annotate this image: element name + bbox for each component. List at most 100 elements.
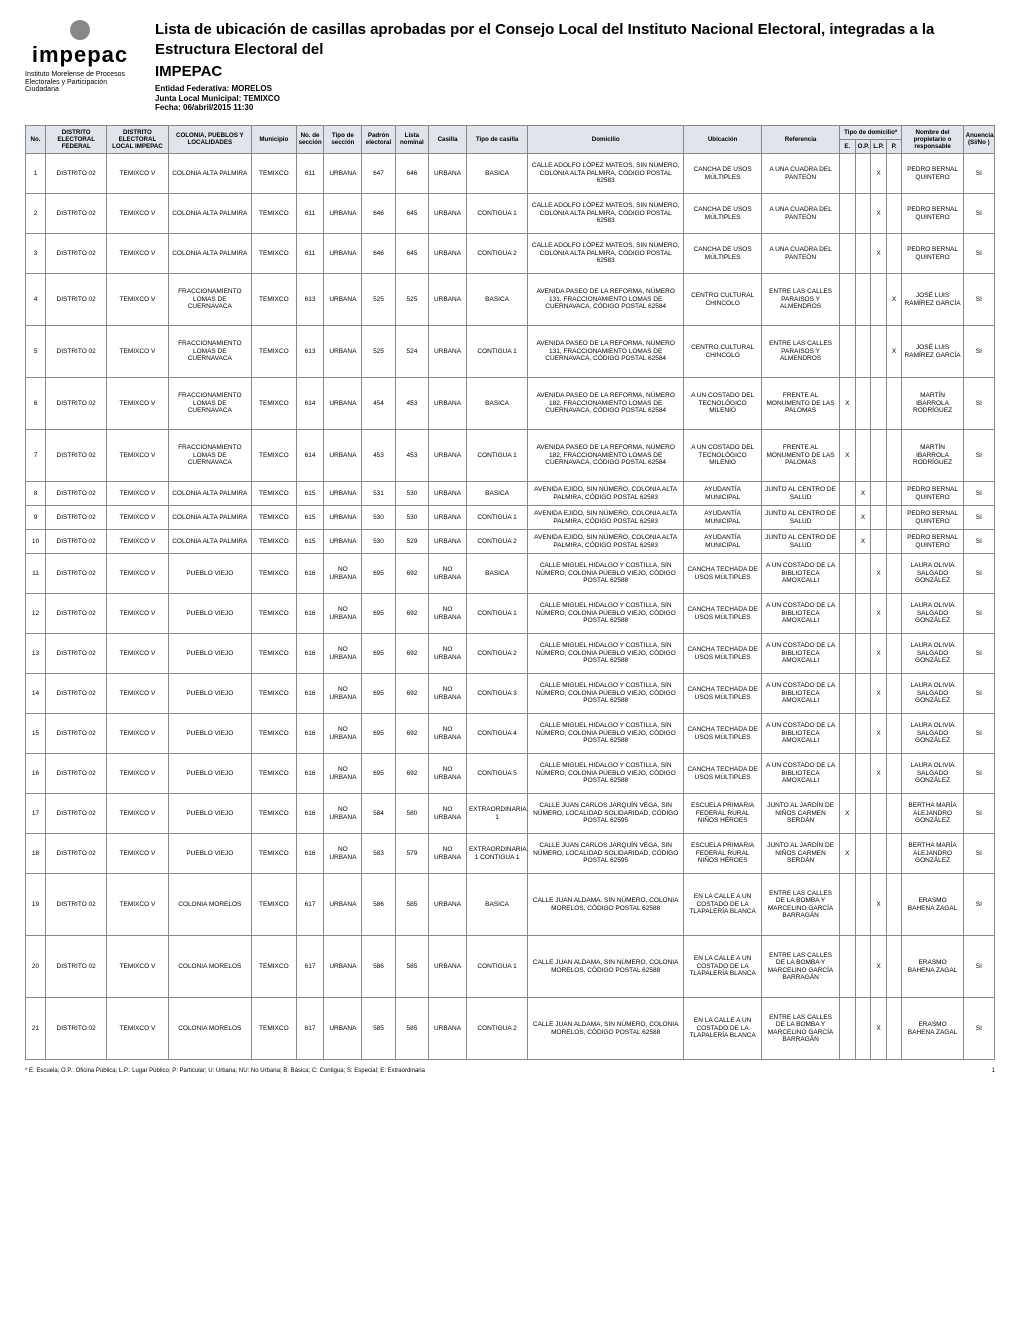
- cell-mun: TEMIXCO: [252, 714, 297, 754]
- cell-op: [855, 674, 871, 714]
- cell-cas: URBANA: [429, 430, 467, 482]
- th-dist-loc: DISTRITO ELECTORAL LOCAL IMPEPAC: [107, 125, 168, 153]
- cell-nom: MARTÍN IBARROLA RODRÍGUEZ: [902, 378, 963, 430]
- th-tipo-casilla: Tipo de casilla: [466, 125, 527, 153]
- cell-sec: 616: [296, 674, 324, 714]
- meta-entidad-label: Entidad Federativa:: [155, 84, 229, 93]
- cell-nom: PEDRO BERNAL QUINTERO: [902, 234, 963, 274]
- cell-mun: TEMIXCO: [252, 430, 297, 482]
- cell-ts: URBANA: [324, 998, 362, 1060]
- cell-nom: PEDRO BERNAL QUINTERO: [902, 530, 963, 554]
- cell-nom: LAURA OLIVIA SALGADO GONZÁLEZ: [902, 754, 963, 794]
- cell-no: 19: [26, 874, 46, 936]
- cell-df: DISTRITO 02: [46, 154, 107, 194]
- cell-col: PUEBLO VIEJO: [168, 714, 252, 754]
- cell-dl: TEMIXCO V: [107, 634, 168, 674]
- cell-sec: 611: [296, 234, 324, 274]
- table-row: 8DISTRITO 02TEMIXCO VCOLONIA ALTA PALMIR…: [26, 482, 995, 506]
- cell-anu: SI: [963, 378, 994, 430]
- cell-nom: LAURA OLIVIA SALGADO GONZÁLEZ: [902, 554, 963, 594]
- table-header: No. DISTRITO ELECTORAL FEDERAL DISTRITO …: [26, 125, 995, 153]
- cell-mun: TEMIXCO: [252, 326, 297, 378]
- cell-sec: 614: [296, 430, 324, 482]
- cell-lp: [871, 430, 887, 482]
- cell-col: FRACCIONAMIENTO LOMAS DE CUERNAVACA: [168, 430, 252, 482]
- cell-ref: JUNTO AL JARDÍN DE NIÑOS CARMEN SERDÁN: [762, 834, 840, 874]
- cell-anu: SI: [963, 482, 994, 506]
- table-row: 16DISTRITO 02TEMIXCO VPUEBLO VIEJOTEMIXC…: [26, 754, 995, 794]
- cell-ts: URBANA: [324, 274, 362, 326]
- table-row: 10DISTRITO 02TEMIXCO VCOLONIA ALTA PALMI…: [26, 530, 995, 554]
- cell-e: [840, 874, 856, 936]
- cell-nom: BERTHA MARÍA ALEJANDRO GONZÁLEZ: [902, 834, 963, 874]
- cell-p: [886, 154, 902, 194]
- logo-block: impepac Instituto Morelense de Procesos …: [25, 20, 135, 94]
- cell-dl: TEMIXCO V: [107, 378, 168, 430]
- cell-dom: CALLE MIGUEL HIDALGO Y COSTILLA, SIN NÚM…: [528, 754, 684, 794]
- cell-tc: CONTIGUA 2: [466, 634, 527, 674]
- cell-df: DISTRITO 02: [46, 834, 107, 874]
- cell-ubi: CANCHA DE USOS MÚLTIPLES: [684, 234, 762, 274]
- cell-mun: TEMIXCO: [252, 506, 297, 530]
- cell-sec: 617: [296, 998, 324, 1060]
- cell-anu: SI: [963, 674, 994, 714]
- table-row: 12DISTRITO 02TEMIXCO VPUEBLO VIEJOTEMIXC…: [26, 594, 995, 634]
- cell-anu: SI: [963, 998, 994, 1060]
- cell-lis: 692: [395, 634, 428, 674]
- cell-dom: AVENIDA PASEO DE LA REFORMA, NÚMERO 182,…: [528, 430, 684, 482]
- cell-anu: SI: [963, 754, 994, 794]
- cell-p: [886, 482, 902, 506]
- cell-mun: TEMIXCO: [252, 482, 297, 506]
- cell-col: COLONIA MORELOS: [168, 998, 252, 1060]
- title-block: Lista de ubicación de casillas aprobadas…: [155, 20, 995, 113]
- cell-no: 14: [26, 674, 46, 714]
- cell-op: [855, 326, 871, 378]
- cell-ref: A UN COSTADO DE LA BIBLIOTECA AMOXCALLI: [762, 634, 840, 674]
- cell-nom: ERASMO BAHENA ZAGAL: [902, 936, 963, 998]
- cell-sec: 613: [296, 274, 324, 326]
- cell-sec: 615: [296, 506, 324, 530]
- cell-tc: CONTIGUA 2: [466, 998, 527, 1060]
- cell-mun: TEMIXCO: [252, 594, 297, 634]
- cell-ref: ENTRE LAS CALLES PARAISOS Y ALMENDROS: [762, 326, 840, 378]
- cell-tc: BASICA: [466, 274, 527, 326]
- cell-tc: CONTIGUA 3: [466, 674, 527, 714]
- th-lp: L.P.: [871, 139, 887, 153]
- cell-lp: X: [871, 936, 887, 998]
- cell-col: COLONIA MORELOS: [168, 874, 252, 936]
- cell-no: 9: [26, 506, 46, 530]
- cell-lis: 692: [395, 674, 428, 714]
- cell-dl: TEMIXCO V: [107, 326, 168, 378]
- cell-cas: NO URBANA: [429, 634, 467, 674]
- cell-nom: BERTHA MARÍA ALEJANDRO GONZÁLEZ: [902, 794, 963, 834]
- cell-anu: SI: [963, 154, 994, 194]
- cell-ref: A UN COSTADO DE LA BIBLIOTECA AMOXCALLI: [762, 754, 840, 794]
- cell-sec: 616: [296, 714, 324, 754]
- cell-lis: 692: [395, 554, 428, 594]
- cell-p: [886, 714, 902, 754]
- cell-dom: CALLE ADOLFO LÓPEZ MATEOS, SIN NÚMERO, C…: [528, 194, 684, 234]
- cell-dom: AVENIDA PASEO DE LA REFORMA, NÚMERO 131,…: [528, 274, 684, 326]
- th-seccion: No. de sección: [296, 125, 324, 153]
- document-header: impepac Instituto Morelense de Procesos …: [25, 20, 995, 113]
- footer: * E: Escuela; O.P.: Oficina Pública; L.P…: [25, 1068, 995, 1074]
- cell-ts: NO URBANA: [324, 714, 362, 754]
- cell-nom: PEDRO BERNAL QUINTERO: [902, 482, 963, 506]
- cell-op: [855, 154, 871, 194]
- cell-ts: NO URBANA: [324, 754, 362, 794]
- cell-ref: FRENTE AL MONUMENTO DE LAS PALOMAS: [762, 430, 840, 482]
- cell-p: [886, 234, 902, 274]
- cell-pad: 695: [362, 554, 395, 594]
- cell-p: [886, 754, 902, 794]
- cell-pad: 586: [362, 874, 395, 936]
- cell-sec: 617: [296, 936, 324, 998]
- cell-col: PUEBLO VIEJO: [168, 554, 252, 594]
- cell-p: [886, 378, 902, 430]
- cell-ref: JUNTO AL CENTRO DE SALUD: [762, 506, 840, 530]
- cell-lis: 585: [395, 998, 428, 1060]
- cell-dom: AVENIDA PASEO DE LA REFORMA, NÚMERO 182,…: [528, 378, 684, 430]
- cell-lp: [871, 506, 887, 530]
- cell-ts: URBANA: [324, 326, 362, 378]
- cell-sec: 616: [296, 834, 324, 874]
- cell-e: X: [840, 794, 856, 834]
